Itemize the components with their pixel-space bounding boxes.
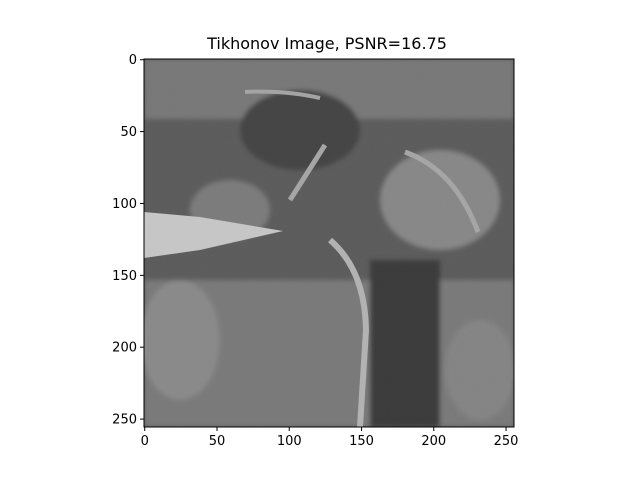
x-tick-label: 150 [349,434,374,449]
y-tick-label: 100 [112,197,137,212]
x-tick-label: 250 [494,434,519,449]
tikhonov-image [144,59,514,427]
x-tick-label: 0 [141,434,149,449]
x-tick-label: 50 [209,434,226,449]
x-axis: 0 50 100 150 200 250 [141,427,519,449]
y-tick-label: 0 [129,53,137,68]
figure-title: Tikhonov Image, PSNR=16.75 [206,34,447,53]
y-axis: 0 50 100 150 200 250 [112,53,144,428]
y-tick-label: 250 [112,413,137,428]
y-tick-label: 50 [120,125,137,140]
x-tick-label: 200 [421,434,446,449]
axes-frame [143,58,515,428]
y-tick-label: 200 [112,341,137,356]
x-tick-label: 100 [277,434,302,449]
y-tick-label: 150 [112,269,137,284]
